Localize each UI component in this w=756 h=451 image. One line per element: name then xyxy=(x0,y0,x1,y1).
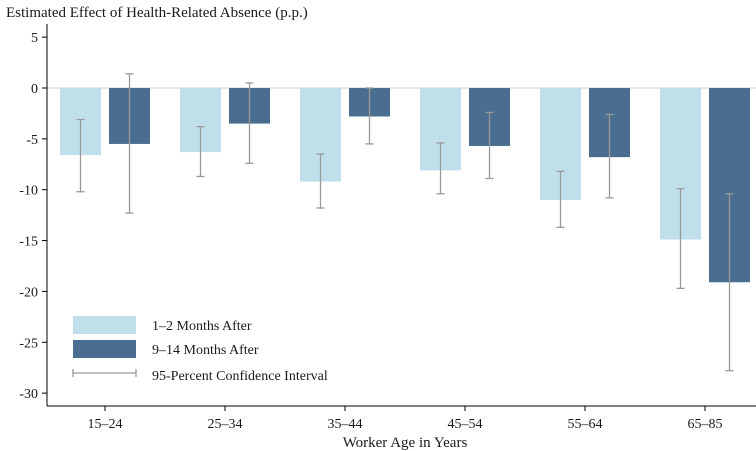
ci-whisker xyxy=(76,118,85,193)
legend-swatch xyxy=(73,316,136,334)
legend: 1–2 Months After 9–14 Months After 95-Perc… xyxy=(72,316,328,384)
confidence-intervals xyxy=(76,73,734,372)
x-tick-label: 45–54 xyxy=(448,417,483,432)
ci-whisker xyxy=(485,111,494,180)
y-tick-label: 0 xyxy=(31,82,38,97)
ci-whisker xyxy=(245,82,254,164)
y-tick-label: -5 xyxy=(26,133,38,148)
bars xyxy=(60,88,750,283)
y-tick-label: -15 xyxy=(19,235,38,250)
x-tick-label: 15–24 xyxy=(88,417,123,432)
y-tick-label: 5 xyxy=(31,31,38,46)
x-tick-label: 35–44 xyxy=(328,417,363,432)
x-axis-label: Worker Age in Years xyxy=(343,435,468,451)
legend-item-ci: 95-Percent Confidence Interval xyxy=(72,369,328,384)
y-tick-label: -25 xyxy=(19,336,38,351)
legend-label: 95-Percent Confidence Interval xyxy=(152,369,328,384)
x-tick-label: 65–85 xyxy=(688,417,723,432)
y-axis-ticks: 5 0 -5 -10 -15 -20 -25 -30 xyxy=(19,31,47,402)
x-axis-ticks: 15–24 25–34 35–44 45–54 55–64 65–85 xyxy=(88,406,723,432)
y-tick-label: -30 xyxy=(19,387,38,402)
x-tick-label: 25–34 xyxy=(208,417,243,432)
ci-whisker xyxy=(676,188,685,289)
y-tick-label: -10 xyxy=(19,184,38,199)
legend-label: 1–2 Months After xyxy=(152,319,252,334)
ci-whisker xyxy=(125,73,134,214)
ci-whisker xyxy=(365,87,374,145)
chart-title: Estimated Effect of Health-Related Absen… xyxy=(6,5,308,21)
x-tick-label: 55–64 xyxy=(568,417,603,432)
ci-whisker xyxy=(605,113,614,199)
y-tick-label: -20 xyxy=(19,285,38,300)
legend-item-long-term: 9–14 Months After xyxy=(73,340,259,358)
ci-whisker xyxy=(196,125,205,178)
legend-label: 9–14 Months After xyxy=(152,343,259,358)
ci-whisker xyxy=(316,153,325,209)
legend-swatch xyxy=(73,340,136,358)
ci-whisker xyxy=(725,193,734,372)
legend-item-short-term: 1–2 Months After xyxy=(73,316,252,334)
ci-whisker xyxy=(556,170,565,228)
ci-whisker xyxy=(436,142,445,195)
